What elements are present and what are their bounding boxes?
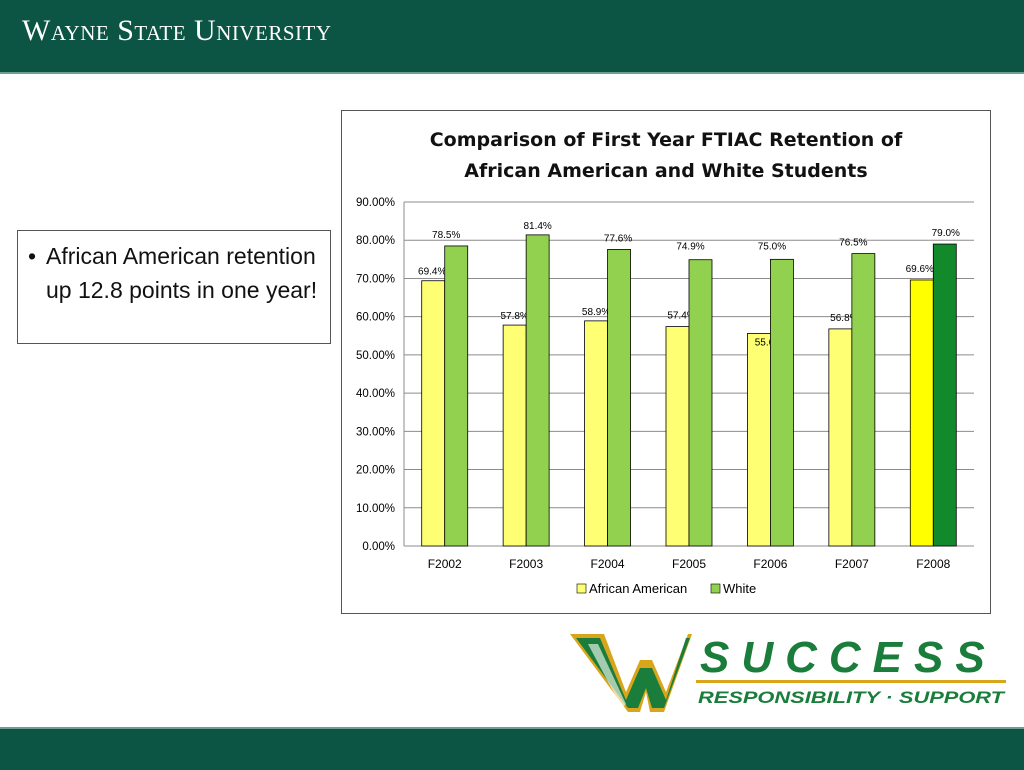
bar-white: [770, 258, 794, 547]
data-label: 57.8%: [500, 311, 528, 322]
bar-african-american: [502, 324, 527, 547]
y-tick-label: 0.00%: [362, 541, 395, 553]
x-tick-label: F2008: [916, 557, 950, 571]
data-label: 57.4%: [667, 311, 695, 322]
bar-african-american: [584, 320, 608, 547]
data-label: 79.0%: [932, 228, 960, 239]
bullet-text: African American retention up 12.8 point…: [46, 243, 318, 303]
legend-swatch-white: [710, 583, 721, 594]
bar-white: [851, 253, 876, 547]
y-tick-label: 40.00%: [356, 388, 395, 400]
data-label: 56.8%: [830, 313, 858, 324]
data-label: 76.5%: [839, 238, 867, 249]
x-tick-label: F2006: [753, 557, 787, 571]
data-label: 75.0%: [758, 241, 786, 252]
logo-success-text: SUCCESS: [700, 633, 997, 682]
y-tick-label: 80.00%: [356, 235, 395, 247]
legend-label-white: White: [723, 581, 756, 596]
y-tick-label: 90.00%: [356, 197, 395, 209]
y-tick-label: 70.00%: [356, 273, 395, 285]
chart-title: Comparison of First Year FTIAC Retention…: [342, 125, 990, 187]
w-emblem-icon: [570, 634, 692, 712]
y-tick-label: 30.00%: [356, 426, 395, 438]
y-tick-label: 50.00%: [356, 350, 395, 362]
chart-title-line-1: Comparison of First Year FTIAC Retention…: [429, 129, 903, 151]
logo-tagline-text: RESPONSIBILITY · SUPPORT: [698, 688, 1006, 707]
bar-white: [932, 243, 957, 547]
header-bar: Wayne State University: [0, 0, 1024, 74]
data-label: 58.9%: [582, 307, 610, 318]
chart-title-line-2: African American and White Students: [464, 160, 868, 182]
bar-african-american: [421, 280, 446, 547]
logo-divider: [696, 680, 1006, 683]
y-tick-label: 10.00%: [356, 503, 395, 515]
x-tick-label: F2007: [835, 557, 869, 571]
x-tick-label: F2003: [509, 557, 543, 571]
x-tick-label: F2004: [591, 557, 625, 571]
y-tick-label: 60.00%: [356, 312, 395, 324]
legend-label-african-american: African American: [589, 581, 687, 596]
bar-white: [444, 245, 469, 547]
data-label: 69.6%: [906, 264, 934, 275]
x-tick-label: F2002: [428, 557, 462, 571]
bar-african-american: [747, 333, 771, 547]
data-label: 55.6%: [755, 337, 783, 348]
data-label: 81.4%: [523, 221, 551, 232]
bullet-point-icon: •: [28, 243, 37, 269]
bullet-callout: • African American retention up 12.8 poi…: [17, 230, 331, 344]
data-label: 77.6%: [604, 233, 632, 244]
data-label: 69.4%: [418, 267, 446, 278]
bar-african-american: [828, 328, 853, 547]
bar-white: [688, 259, 713, 547]
bar-white: [525, 234, 550, 547]
x-tick-label: F2005: [672, 557, 706, 571]
chart-plot: 0.00% 10.00% 20.00% 30.00% 40.00% 50.00% 60.00…: [356, 197, 974, 596]
university-title: Wayne State University: [22, 14, 332, 47]
bar-african-american: [665, 326, 690, 547]
success-logo: SUCCESS RESPONSIBILITY · SUPPORT: [570, 633, 1006, 712]
bar-white: [607, 248, 631, 547]
legend-swatch-african-american: [576, 583, 587, 594]
footer-bar: [0, 727, 1024, 770]
data-label: 74.9%: [676, 242, 704, 253]
retention-chart: Comparison of First Year FTIAC Retention…: [341, 110, 991, 614]
y-tick-label: 20.00%: [356, 465, 395, 477]
bar-african-american: [909, 279, 934, 547]
data-label: 78.5%: [432, 230, 460, 241]
